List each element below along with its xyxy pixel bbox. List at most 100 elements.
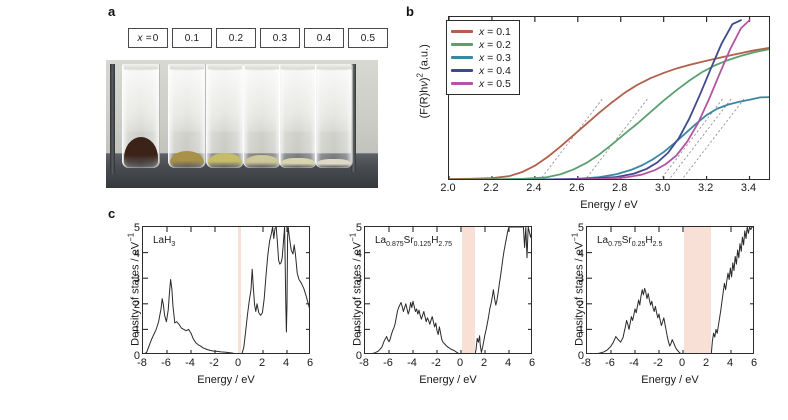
dos-y-tick-label: 5 (355, 222, 362, 234)
legend-color-swatch (451, 43, 473, 46)
dos-x-tick-label: 6 (750, 357, 758, 369)
legend-item[interactable]: x = 0.5 (451, 77, 511, 90)
dos-plot-title: LaH3 (153, 235, 176, 248)
dos-x-tick-label: -4 (185, 357, 195, 369)
panel-letter-b: b (406, 4, 414, 19)
dos-y-tick-label: 0 (355, 350, 362, 362)
dos-x-axis-label: Energy / eV (641, 374, 699, 386)
vial-frost (316, 70, 352, 132)
dos-y-tick-label: 3 (577, 273, 584, 286)
dos-x-tick-labels: -8 -6 -4 -2 0 2 4 6 (581, 357, 758, 373)
dos-x-tick-label: -8 (581, 357, 591, 369)
dos-x-tick-label: -2 (653, 357, 663, 369)
sample-vial (279, 64, 317, 168)
dos-x-tick-label: -4 (407, 357, 417, 369)
dos-y-tick-label: 1 (577, 324, 584, 337)
vial-label-value: 0.5 (360, 32, 376, 44)
dos-x-tick-label: -8 (359, 357, 369, 369)
vial-frost (244, 70, 280, 132)
dos-curve-svg (365, 227, 531, 353)
dos-x-tick-label: 2 (258, 357, 266, 369)
tauc-x-tick-label: 2.8 (612, 182, 628, 194)
legend-item[interactable]: x = 0.4 (451, 64, 511, 77)
tauc-x-tick-label: 2.6 (569, 182, 585, 194)
sample-photograph (106, 60, 378, 188)
dos-x-tick-label: 6 (528, 357, 536, 369)
legend-color-swatch (451, 30, 473, 33)
vial-frost (207, 70, 243, 132)
vial-powder (208, 153, 242, 167)
vial-cap (317, 64, 351, 69)
dos-x-axis-label: Energy / eV (419, 374, 477, 386)
dos-x-tick-label: 4 (726, 357, 734, 369)
tauc-curves-svg (449, 17, 769, 179)
dos-y-tick-label: 5 (577, 222, 584, 234)
dos-plot-title: La0.75Sr0.25H2.5 (597, 235, 663, 248)
dos-y-tick-labels: 0 1 2 3 4 5 (120, 222, 140, 362)
legend-label: x = 0.2 (479, 38, 511, 51)
dos-x-tick-label: 4 (282, 357, 290, 369)
dos-y-tick-label: 4 (577, 247, 584, 260)
band-gap-highlight (684, 227, 712, 353)
tauc-x-tick-labels: 2.0 2.2 2.4 2.6 2.8 3.0 3.2 3.4 (440, 182, 770, 198)
vial-label-value: 0.3 (272, 32, 288, 44)
tauc-x-tick-label: 2.0 (440, 182, 456, 194)
tauc-x-tick-label: 3.0 (655, 182, 671, 194)
vial-powder (124, 137, 158, 167)
dos-y-tick-label: 4 (355, 247, 362, 260)
vial-label-value: 0.2 (228, 32, 244, 44)
legend-item[interactable]: x = 0.1 (451, 25, 511, 38)
vial-label-row: x = 0 0.1 0.2 0.3 0.4 0.5 (128, 28, 388, 48)
tauc-x-tick-label: 3.4 (740, 182, 757, 194)
dos-y-tick-label: 2 (133, 298, 140, 311)
tauc-y-axis-label: (F(R)hν)2 (a.u.) (415, 44, 431, 119)
dos-y-tick-label: 2 (577, 298, 584, 311)
vial-frost (169, 70, 205, 132)
dos-y-tick-labels: 0 1 2 3 4 5 (342, 222, 362, 362)
dos-y-tick-label: 2 (355, 298, 362, 311)
dos-y-tick-label: 3 (355, 273, 362, 286)
vial-frost (280, 70, 316, 132)
tauc-x-tick-label: 3.2 (697, 182, 714, 194)
legend-color-swatch (451, 69, 473, 72)
dos-plot-area: La0.75Sr0.25H2.5 (586, 226, 754, 354)
vial-cap (124, 64, 158, 69)
panel-a-photograph: a x = 0 0.1 0.2 0.3 0.4 0.5 (106, 2, 392, 198)
vial-label: x = 0 (128, 28, 168, 48)
legend-label: x = 0.4 (479, 64, 511, 77)
panel-b-tauc-plot: b (F(R)hν)2 (a.u.) 2.0 2.2 2.4 2.6 2.8 3.0 3.2… (402, 2, 786, 218)
tauc-legend: x = 0.1 x = 0.2 x = 0.3 x = 0.4 x = 0.5 (446, 20, 520, 95)
legend-color-swatch (451, 82, 473, 85)
legend-color-swatch (451, 56, 473, 59)
dos-x-tick-label: 0 (456, 357, 464, 369)
vial-powder (281, 158, 315, 167)
dos-y-tick-label: 4 (133, 247, 140, 260)
sample-vial (243, 64, 281, 168)
vial-cap (208, 64, 242, 69)
dos-y-tick-labels: 0 1 2 3 4 5 (564, 222, 584, 362)
dos-x-tick-label: -2 (431, 357, 441, 369)
vial-label: 0.1 (172, 28, 212, 48)
dos-x-tick-label: 2 (702, 357, 710, 369)
legend-item[interactable]: x = 0.2 (451, 38, 511, 51)
dos-x-tick-label: 6 (306, 357, 314, 369)
band-gap-highlight (238, 227, 242, 353)
dos-x-tick-label: 4 (504, 357, 512, 369)
sample-vial (168, 64, 206, 168)
tauc-x-tick-label: 2.4 (526, 182, 542, 194)
vial-cap (281, 64, 315, 69)
dos-plot-title: La0.875Sr0.125H2.75 (375, 235, 453, 248)
dos-x-tick-labels: -8 -6 -4 -2 0 2 4 6 (359, 357, 536, 373)
vial-label-value: 0.4 (316, 32, 332, 44)
dos-plot-area: LaH3 (142, 226, 310, 354)
vial-cap (170, 64, 204, 69)
legend-item[interactable]: x = 0.3 (451, 51, 511, 64)
sample-vial (122, 64, 160, 168)
vial-label-prefix: x = (137, 32, 152, 44)
dos-x-tick-label: -6 (605, 357, 615, 369)
dos-x-tick-label: -4 (629, 357, 639, 369)
